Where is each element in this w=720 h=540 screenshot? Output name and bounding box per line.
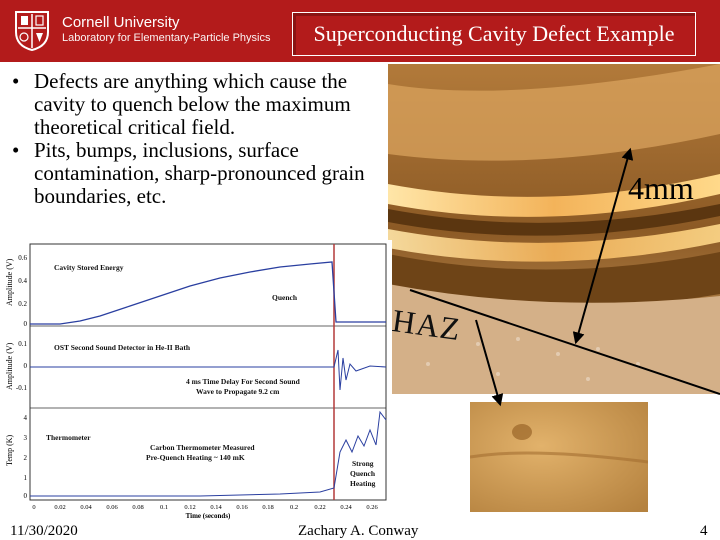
ylabel-mid: Amplitude (V)	[5, 342, 14, 390]
thermometer-trace	[30, 410, 387, 497]
ytick-label: 4	[24, 414, 28, 422]
xtick-label: 0.26	[366, 504, 378, 511]
panel2-note: 4 ms Time Delay For Second Sound	[186, 377, 301, 386]
xtick-label: 0.08	[132, 504, 143, 511]
bullet-item: Pits, bumps, inclusions, surface contami…	[12, 139, 382, 208]
xtick-label: 0.04	[80, 504, 92, 511]
panel2-note: Wave to Propagate 9.2 cm	[196, 387, 280, 396]
panel3-note: Carbon Thermometer Measured	[150, 443, 255, 452]
panel3-note: Strong	[352, 459, 374, 468]
xlabel: Time (seconds)	[186, 512, 231, 520]
ytick-label: 0	[24, 492, 28, 500]
bullet-item: Defects are anything which cause the cav…	[12, 70, 382, 139]
panel3-title: Thermometer	[46, 433, 91, 442]
second-sound-trace	[30, 349, 387, 391]
scale-label: 4mm	[628, 170, 694, 206]
xtick-label: 0.18	[262, 504, 273, 511]
slide-title-box: Superconducting Cavity Defect Example	[292, 12, 696, 56]
xtick-label: 0	[32, 504, 35, 511]
xtick-label: 0.02	[54, 504, 65, 511]
cornell-logo: Cornell University Laboratory for Elemen…	[10, 8, 310, 56]
xtick-label: 0.12	[184, 504, 195, 511]
ytick-label: 0.2	[18, 300, 27, 308]
university-name: Cornell University	[62, 14, 180, 31]
ytick-label: 0	[24, 362, 28, 370]
panel2-title: OST Second Sound Detector in He-II Bath	[54, 343, 191, 352]
ytick-label: 2	[24, 454, 28, 462]
ylabel-top: Amplitude (V)	[5, 258, 14, 306]
xtick-label: 0.16	[236, 504, 248, 511]
quench-plot: Amplitude (V) Amplitude (V) Temp (K) 0.6…	[0, 240, 392, 520]
xtick-label: 0.1	[160, 504, 168, 511]
ytick-label: -0.1	[16, 384, 28, 392]
footer-author: Zachary A. Conway	[298, 523, 419, 539]
ylabel-bottom: Temp (K)	[5, 434, 14, 466]
xtick-label: 0.14	[210, 504, 222, 511]
panel1-note: Quench	[272, 293, 298, 302]
cornell-seal-icon	[15, 11, 49, 52]
xtick-label: 0.22	[314, 504, 325, 511]
defect-closeup-photo	[470, 402, 648, 512]
ytick-label: 0	[24, 320, 28, 328]
xtick-label: 0.24	[340, 504, 352, 511]
xtick-label: 0.06	[106, 504, 118, 511]
xtick-label: 0.2	[290, 504, 298, 511]
ytick-label: 3	[24, 434, 28, 442]
lab-name: Laboratory for Elementary-Particle Physi…	[62, 32, 271, 44]
stored-energy-trace	[30, 261, 386, 325]
ytick-label: 0.4	[18, 277, 27, 285]
footer-date: 11/30/2020	[10, 523, 78, 539]
panel3-note: Heating	[350, 479, 376, 488]
header-bar: Cornell University Laboratory for Elemen…	[0, 0, 720, 62]
page-number: 4	[700, 523, 708, 539]
bullet-list: Defects are anything which cause the cav…	[12, 70, 382, 208]
ytick-label: 0.6	[18, 254, 27, 262]
ytick-label: 0.1	[18, 340, 27, 348]
slide-title: Superconducting Cavity Defect Example	[313, 21, 675, 46]
panel1-title: Cavity Stored Energy	[54, 263, 124, 272]
panel3-note: Pre-Quench Heating ~ 140 mK	[146, 453, 245, 462]
panel3-note: Quench	[350, 469, 376, 478]
ytick-label: 1	[24, 474, 28, 482]
